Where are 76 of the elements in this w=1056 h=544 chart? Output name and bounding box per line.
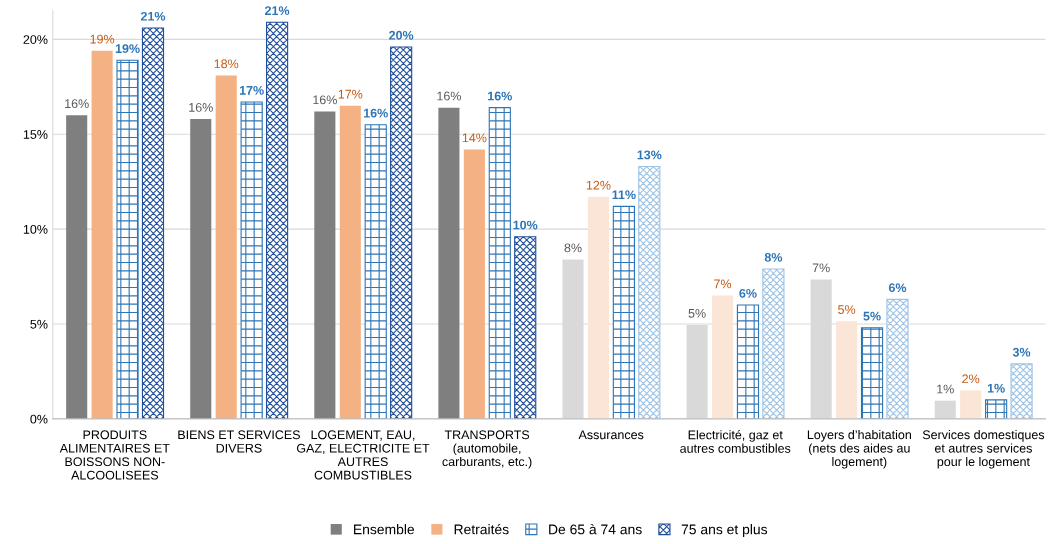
bar (488, 107, 511, 419)
bar (736, 304, 760, 419)
y-tick-label: 15% (23, 130, 48, 139)
data-label: 7% (714, 279, 732, 289)
data-label: 16% (364, 108, 388, 118)
data-label: 16% (189, 102, 213, 112)
bar (711, 295, 734, 419)
bar (364, 124, 387, 419)
bar (587, 196, 609, 419)
data-label: 2% (962, 374, 980, 384)
x-tick-label: Electricité, gaz et autres combustibles (680, 429, 791, 453)
bar (339, 105, 361, 419)
bar (762, 268, 785, 419)
bar (215, 75, 237, 419)
data-label: 6% (888, 283, 907, 293)
data-label: 5% (838, 305, 856, 314)
y-tick-label: 5% (30, 319, 48, 329)
bar (886, 298, 909, 419)
bar (1010, 363, 1033, 419)
data-label: 17% (239, 85, 264, 95)
data-label: 5% (863, 311, 881, 321)
data-label: 12% (586, 180, 611, 190)
bar (190, 119, 212, 419)
bar (612, 205, 635, 419)
bar (438, 107, 460, 419)
x-tick-label: PRODUITS ALIMENTAIRES ET BOISSONS NON- ALCOOLISEES (59, 430, 170, 480)
data-label: 20% (389, 30, 414, 40)
data-label: 21% (265, 6, 290, 16)
bar (934, 400, 956, 419)
data-label: 8% (564, 243, 582, 253)
bar (265, 21, 289, 419)
data-label: 21% (140, 11, 166, 21)
bar (836, 321, 858, 419)
data-label: 1% (987, 383, 1005, 393)
data-label: 6% (739, 288, 757, 298)
bar (860, 327, 884, 419)
x-tick-label: Assurances (578, 430, 644, 440)
data-label: 16% (437, 91, 461, 101)
data-label: 3% (1012, 347, 1031, 357)
legend-label: 75 ans et plus (681, 524, 768, 538)
bar (91, 50, 113, 419)
data-label: 19% (115, 44, 140, 53)
y-tick-label: 0% (30, 414, 48, 424)
data-label: 1% (937, 384, 954, 394)
bar (960, 390, 982, 419)
legend-label: De 65 à 74 ans (549, 523, 642, 535)
y-tick-label: 20% (23, 35, 48, 44)
data-label: 7% (812, 263, 830, 273)
data-label: 16% (313, 95, 337, 105)
data-label: 18% (214, 59, 239, 69)
data-label: 17% (338, 89, 363, 99)
x-tick-label: Services domestiques et autres services pour le logement (922, 429, 1045, 469)
data-label: 8% (764, 252, 783, 262)
y-tick-label: 10% (23, 224, 48, 234)
data-label: 5% (688, 308, 706, 318)
data-label: 19% (90, 34, 115, 44)
bar (141, 27, 165, 419)
bar (240, 101, 263, 419)
data-label: 13% (637, 150, 662, 160)
bar (66, 115, 88, 419)
data-label: 11% (612, 190, 636, 200)
bar (116, 59, 139, 419)
bar (463, 149, 485, 419)
bar (390, 46, 413, 419)
bar (985, 399, 1008, 419)
bar (314, 111, 336, 419)
bar (638, 165, 661, 419)
x-tick-label: TRANSPORTS (automobile, carburants, etc.) (442, 430, 532, 469)
data-label: 14% (462, 133, 487, 143)
bar (514, 236, 537, 419)
data-label: 10% (513, 220, 538, 230)
legend-label: Ensemble (354, 524, 415, 535)
data-label: 16% (65, 99, 89, 109)
legend-label: Retraités (454, 523, 509, 535)
data-label: 16% (488, 91, 512, 101)
x-tick-label: Loyers d’habitation (nets des aides au logement) (807, 429, 911, 469)
